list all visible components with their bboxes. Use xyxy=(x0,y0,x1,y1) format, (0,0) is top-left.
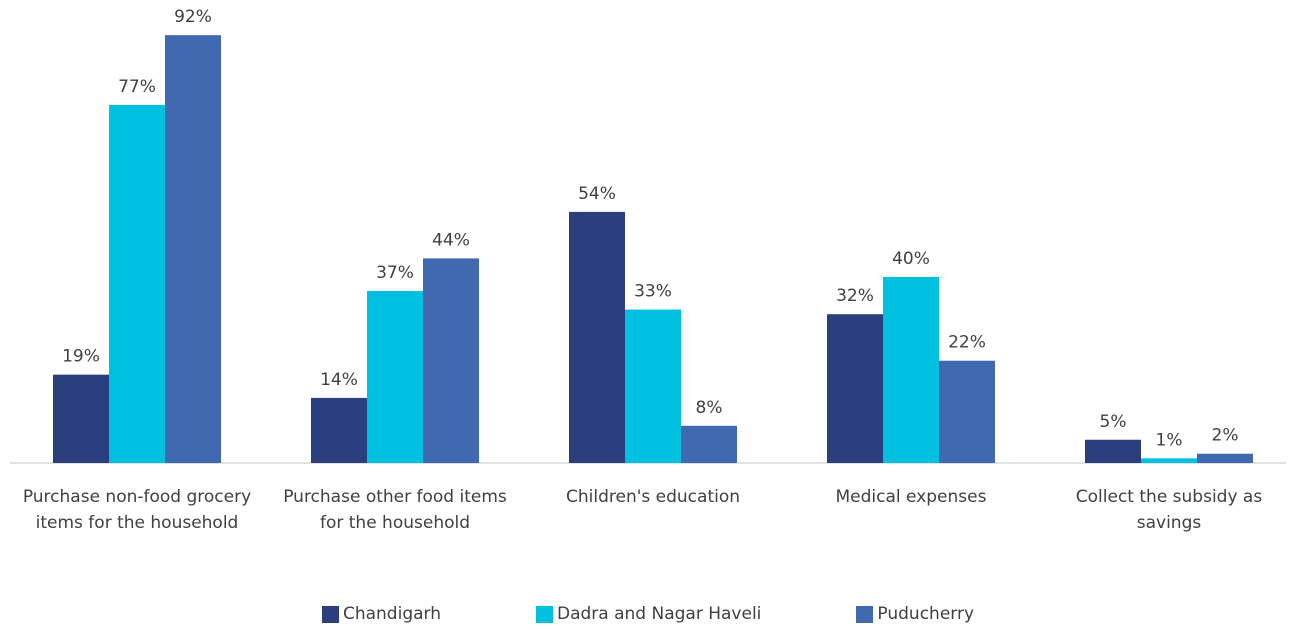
legend-label: Puducherry xyxy=(877,604,975,624)
data-label: 22% xyxy=(948,333,986,353)
data-label: 19% xyxy=(62,347,100,367)
data-label: 2% xyxy=(1212,426,1239,446)
bar xyxy=(569,211,625,463)
bar xyxy=(311,397,367,463)
bar xyxy=(53,374,109,463)
bar xyxy=(1085,439,1141,463)
data-label: 33% xyxy=(634,282,672,302)
data-label: 40% xyxy=(892,249,930,269)
x-tick-label: Purchase non-food grocery items for the … xyxy=(22,487,252,533)
legend-swatch xyxy=(321,605,339,623)
legend-item: Chandigarh xyxy=(321,604,441,624)
bar xyxy=(423,258,479,463)
data-label: 32% xyxy=(836,286,874,306)
bar xyxy=(165,35,221,463)
legend-item: Dadra and Nagar Haveli xyxy=(536,604,761,624)
data-label: 37% xyxy=(376,263,414,283)
data-label: 14% xyxy=(320,370,358,390)
bar xyxy=(939,360,995,463)
data-label: 44% xyxy=(432,230,470,250)
bar xyxy=(109,104,165,463)
x-tick-label: Purchase other food items for the househ… xyxy=(283,487,507,533)
bar xyxy=(1141,458,1197,463)
bar xyxy=(681,425,737,463)
data-label: 1% xyxy=(1156,430,1183,450)
legend-swatch xyxy=(536,605,553,623)
x-tick-label: Medical expenses xyxy=(835,487,987,507)
bar xyxy=(827,314,883,463)
legend-item: Puducherry xyxy=(856,604,974,624)
data-label: 77% xyxy=(118,77,156,97)
legend-swatch xyxy=(856,605,874,623)
legend-label: Dadra and Nagar Haveli xyxy=(557,604,762,624)
bar xyxy=(1197,453,1253,463)
legend-label: Chandigarh xyxy=(342,604,441,624)
legend: Chandigarh Dadra and Nagar Haveli Puducher… xyxy=(0,604,1296,624)
x-tick-label: Children's education xyxy=(565,487,741,507)
data-label: 8% xyxy=(696,398,723,418)
chart: 19% 77% 92% 14% 37% 44% 54% 33% 8% 32% 40% 22% 5% 1% 2… xyxy=(10,7,1286,464)
data-label: 5% xyxy=(1100,412,1127,432)
bar xyxy=(883,277,939,463)
bar xyxy=(367,290,423,463)
x-tick-label: Collect the subsidy as savings xyxy=(1075,487,1263,533)
bar xyxy=(625,309,681,463)
data-label: 54% xyxy=(578,184,616,204)
data-label: 92% xyxy=(174,7,212,27)
